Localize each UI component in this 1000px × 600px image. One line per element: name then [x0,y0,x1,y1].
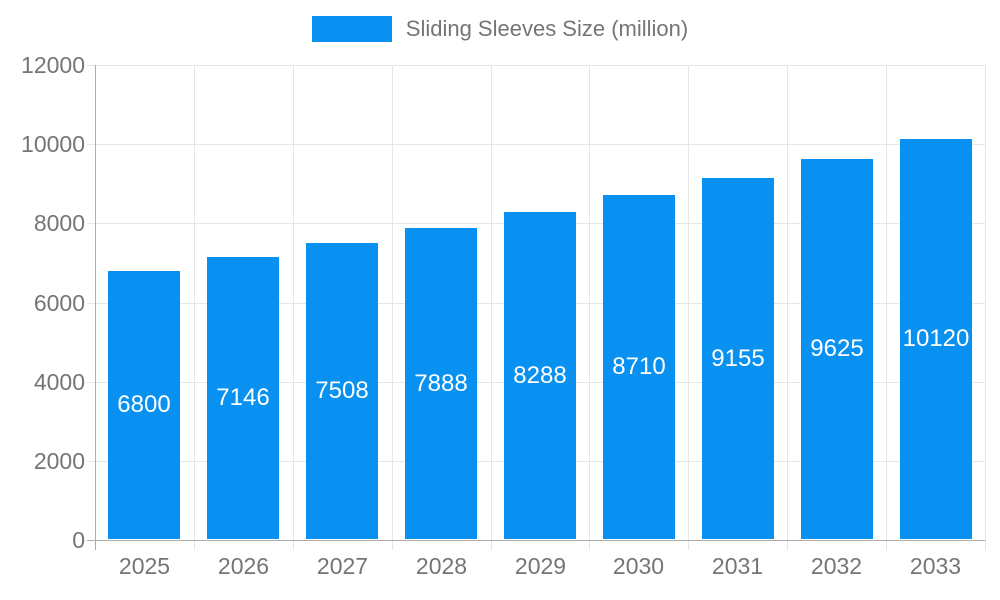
gridline-vertical [787,65,788,540]
x-axis-tick [194,540,195,550]
bar-value-label: 10120 [902,325,970,352]
x-axis-tick-label: 2033 [909,553,962,579]
y-axis-tick [87,303,95,304]
legend[interactable]: Sliding Sleeves Size (million) [0,16,1000,42]
bar[interactable]: 10120 [900,139,972,539]
gridline-vertical [886,65,887,540]
gridline-horizontal [95,65,985,66]
y-axis-tick-label: 12000 [21,52,85,78]
x-axis-tick [589,540,590,550]
x-axis-tick-label: 2025 [118,553,171,579]
bar[interactable]: 7146 [207,257,279,539]
x-axis-tick [886,540,887,550]
bar[interactable]: 9625 [801,159,873,539]
x-axis-tick-label: 2031 [711,553,764,579]
x-axis-tick-label: 2030 [612,553,665,579]
bar-value-label: 7508 [315,377,369,404]
x-axis-tick [293,540,294,550]
y-axis-tick [87,144,95,145]
x-axis-tick-label: 2027 [316,553,369,579]
bar[interactable]: 6800 [108,271,180,539]
y-axis-tick-label: 8000 [33,210,85,236]
bar[interactable]: 8710 [603,195,675,539]
bar[interactable]: 7888 [405,228,477,539]
y-axis-tick [87,223,95,224]
bar[interactable]: 7508 [306,243,378,539]
y-axis-tick [87,65,95,66]
x-axis-tick [688,540,689,550]
y-axis-tick-label: 6000 [33,290,85,316]
gridline-vertical [491,65,492,540]
gridline-vertical [392,65,393,540]
plot-right-border [985,65,986,540]
gridline-vertical [293,65,294,540]
y-axis-tick-label: 0 [72,527,85,553]
y-axis-tick [87,461,95,462]
bar-value-label: 8288 [513,361,567,389]
x-axis-tick [392,540,393,550]
y-axis-line [95,65,96,540]
x-axis-line [87,540,985,541]
legend-label: Sliding Sleeves Size (million) [405,16,689,41]
bar-value-label: 8710 [612,353,666,380]
legend-swatch-icon [311,16,392,42]
bar-value-label: 7888 [414,369,468,397]
bar-value-label: 7146 [216,384,270,411]
bar-value-label: 9155 [711,344,765,372]
x-axis-tick-label: 2028 [415,553,468,579]
bar[interactable]: 9155 [702,178,774,539]
y-axis-tick [87,382,95,383]
gridline-vertical [194,65,195,540]
gridline-vertical [688,65,689,540]
y-axis-tick-label: 4000 [33,369,85,395]
gridline-vertical [589,65,590,540]
bar-value-label: 9625 [810,335,864,362]
bar-value-label: 6800 [117,391,171,418]
x-axis-tick [491,540,492,550]
y-axis-tick-label: 2000 [33,448,85,474]
x-axis-tick-label: 2026 [217,553,270,579]
y-axis-tick-label: 10000 [21,131,85,157]
gridline-horizontal [95,144,985,145]
x-axis-tick-label: 2029 [514,553,567,579]
x-axis-tick [985,540,986,550]
x-axis-tick [95,540,96,550]
x-axis-tick [787,540,788,550]
x-axis-tick-label: 2032 [810,553,863,579]
bar[interactable]: 8288 [504,212,576,539]
